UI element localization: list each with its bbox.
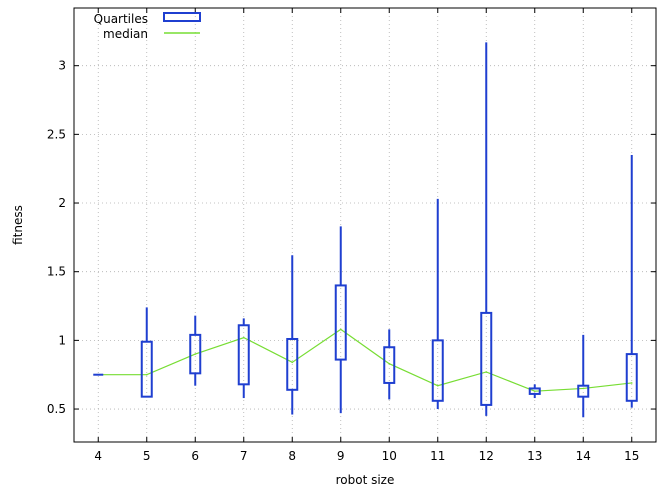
- x-tick-label: 6: [191, 449, 199, 463]
- quartile-box: [625, 353, 638, 402]
- x-tick-label: 7: [240, 449, 248, 463]
- quartile-box: [286, 337, 299, 391]
- median-point: [339, 328, 342, 331]
- median-point: [291, 361, 294, 364]
- axes-layer: [73, 7, 657, 443]
- y-tick-label: 0.5: [47, 402, 66, 416]
- box-10: [383, 329, 396, 400]
- median-point: [436, 384, 439, 387]
- x-tick-label: 14: [576, 449, 591, 463]
- median-point: [630, 382, 633, 384]
- box-14: [577, 334, 590, 418]
- median-point: [194, 353, 197, 355]
- y-axis-label: fitness: [11, 205, 25, 245]
- box-7: [237, 318, 250, 399]
- quartile-box: [528, 387, 541, 395]
- x-axis-label: robot size: [336, 473, 395, 487]
- quartile-box: [189, 333, 202, 375]
- box-13: [528, 384, 541, 399]
- y-tick-label: 2.5: [47, 127, 66, 141]
- quartile-box: [480, 311, 493, 406]
- box-11: [431, 198, 444, 410]
- x-tick-label: 5: [143, 449, 151, 463]
- quartile-box: [577, 384, 590, 398]
- legend: Quartiles median: [94, 12, 201, 41]
- quartile-box: [237, 324, 250, 386]
- quartile-box: [140, 340, 153, 398]
- box-9: [334, 226, 347, 414]
- grid-layer: [74, 8, 656, 442]
- median-point: [242, 336, 245, 339]
- x-tick-label: 10: [382, 449, 397, 463]
- median-point: [485, 371, 488, 373]
- legend-median-label: median: [103, 27, 148, 41]
- box-15: [625, 154, 638, 408]
- x-tick-label: 13: [527, 449, 542, 463]
- median-layer: [97, 328, 633, 392]
- quartile-box: [431, 339, 444, 402]
- box-5: [140, 307, 153, 398]
- quartile-box: [383, 346, 396, 384]
- y-tick-label: 1.5: [47, 265, 66, 279]
- x-tick-label: 4: [94, 449, 102, 463]
- x-tick-label: 15: [624, 449, 639, 463]
- y-tick-label: 3: [58, 59, 66, 73]
- ticks-layer: 0.5 1 1.5 2 2.5 3 4 5 6 7 8 9 10 11 12 13 14 15: [47, 8, 656, 463]
- y-tick-label: 1: [58, 333, 66, 347]
- x-tick-label: 12: [479, 449, 494, 463]
- box-8: [286, 255, 299, 415]
- x-tick-label: 9: [337, 449, 345, 463]
- boxes-layer: [93, 42, 638, 418]
- median-point: [582, 387, 585, 390]
- legend-quartiles-swatch: [163, 12, 201, 22]
- legend-quartiles-label: Quartiles: [94, 12, 148, 26]
- x-tick-label: 11: [430, 449, 445, 463]
- median-point: [145, 373, 148, 376]
- plot-frame: [73, 7, 657, 443]
- y-tick-label: 2: [58, 196, 66, 210]
- median-point: [533, 390, 536, 392]
- box-6: [189, 315, 202, 386]
- median-point: [388, 362, 391, 365]
- quartile-box: [334, 284, 347, 361]
- x-tick-label: 8: [288, 449, 296, 463]
- median-line: [98, 328, 632, 392]
- box-12: [480, 42, 493, 416]
